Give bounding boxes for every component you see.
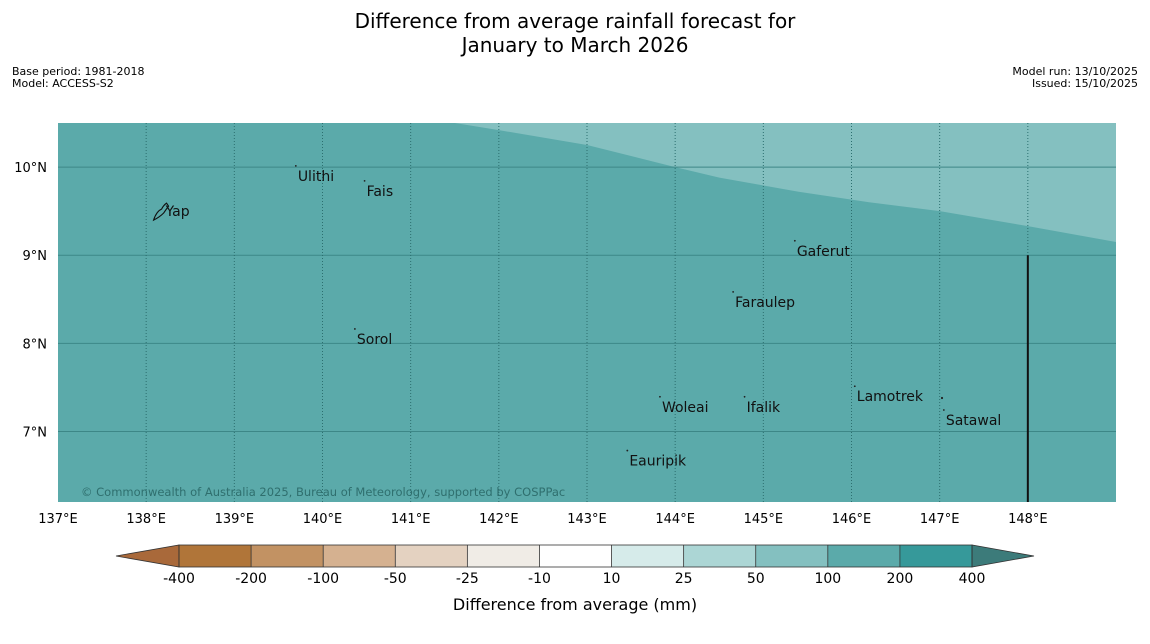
atoll-marker <box>942 409 945 411</box>
atoll-marker <box>659 395 661 398</box>
lat-tick-label: 9°N <box>23 249 48 264</box>
title-line-1: Difference from average rainfall forecas… <box>354 9 796 33</box>
lon-tick-label: 144°E <box>655 512 695 527</box>
atoll-marker <box>363 179 366 182</box>
place-label-woleai: Woleai <box>662 400 709 416</box>
colorbar-label: -200 <box>235 571 267 587</box>
lon-tick-label: 142°E <box>479 512 519 527</box>
colorbar-segment <box>539 545 612 567</box>
lat-tick-label: 8°N <box>23 337 48 352</box>
lat-tick-label: 10°N <box>14 161 47 176</box>
colorbar-segment <box>179 545 252 567</box>
colorbar-label: -100 <box>307 571 339 587</box>
colorbar-title: Difference from average (mm) <box>453 595 697 614</box>
atoll-marker <box>294 164 297 167</box>
colorbar-segment <box>395 545 468 567</box>
upper-rainfall-zone <box>454 123 1116 242</box>
copyright-notice: © Commonwealth of Australia 2025, Bureau… <box>81 485 565 499</box>
lon-tick-label: 147°E <box>920 512 960 527</box>
lon-tick-label: 139°E <box>215 512 255 527</box>
colorbar-label: 400 <box>959 571 986 587</box>
lon-tick-label: 148°E <box>1008 512 1048 527</box>
yap-island-outline <box>152 202 170 222</box>
place-label-sorol: Sorol <box>357 332 392 348</box>
lat-tick-label: 7°N <box>23 425 48 440</box>
colorbar-label: -50 <box>384 571 407 587</box>
colorbar-segment <box>899 545 973 567</box>
colorbar-label: -25 <box>456 571 479 587</box>
lon-tick-label: 137°E <box>38 512 78 527</box>
atoll-marker <box>743 395 746 398</box>
meta-left: Base period: 1981-2018 Model: ACCESS-S2 <box>12 66 144 90</box>
atoll-marker <box>793 239 796 242</box>
place-label-faraulep: Faraulep <box>735 295 795 311</box>
colorbar-label: 25 <box>675 571 693 587</box>
base-period: Base period: 1981-2018 <box>12 65 145 78</box>
colorbar-extend-high <box>971 544 1035 568</box>
place-label-satawal: Satawal <box>946 413 1001 429</box>
place-label-ifalik: Ifalik <box>747 400 781 416</box>
issued-date: Issued: 15/10/2025 <box>1031 77 1138 90</box>
place-label-ulithi: Ulithi <box>298 169 334 185</box>
chart-title: Difference from average rainfall forecas… <box>0 9 1150 57</box>
colorbar-segment <box>323 545 396 567</box>
colorbar-segment <box>251 545 324 567</box>
atoll-marker <box>732 291 735 293</box>
model-name: Model: ACCESS-S2 <box>12 77 114 90</box>
colorbar-segment <box>467 545 540 567</box>
colorbar-label: 10 <box>603 571 621 587</box>
colorbar-segment <box>611 545 685 567</box>
colorbar-label: 200 <box>887 571 914 587</box>
colorbar-segment <box>827 545 901 567</box>
lon-tick-label: 143°E <box>567 512 607 527</box>
model-run: Model run: 13/10/2025 <box>1012 65 1138 78</box>
atoll-marker <box>853 385 856 388</box>
colorbar-segment <box>755 545 829 567</box>
lon-tick-label: 141°E <box>391 512 431 527</box>
colorbar-label: -10 <box>528 571 551 587</box>
place-label-yap: Yap <box>165 204 190 220</box>
islet-marker <box>940 396 944 400</box>
colorbar-label: 50 <box>747 571 765 587</box>
lon-tick-label: 138°E <box>126 512 166 527</box>
colorbar-segment <box>683 545 757 567</box>
meta-right: Model run: 13/10/2025 Issued: 15/10/2025 <box>1012 66 1138 90</box>
place-label-gaferut: Gaferut <box>797 244 851 260</box>
colorbar-extend-low <box>115 544 180 568</box>
place-label-fais: Fais <box>367 184 394 200</box>
place-label-lamotrek: Lamotrek <box>857 389 924 405</box>
colorbar-label: -400 <box>163 571 195 587</box>
atoll-marker <box>626 449 629 452</box>
lon-tick-label: 145°E <box>744 512 784 527</box>
colorbar-label: 100 <box>814 571 841 587</box>
atoll-marker <box>353 328 356 330</box>
lon-tick-label: 140°E <box>303 512 343 527</box>
place-label-eauripik: Eauripik <box>629 454 687 470</box>
lon-tick-label: 146°E <box>832 512 872 527</box>
title-line-2: January to March 2026 <box>461 33 689 57</box>
